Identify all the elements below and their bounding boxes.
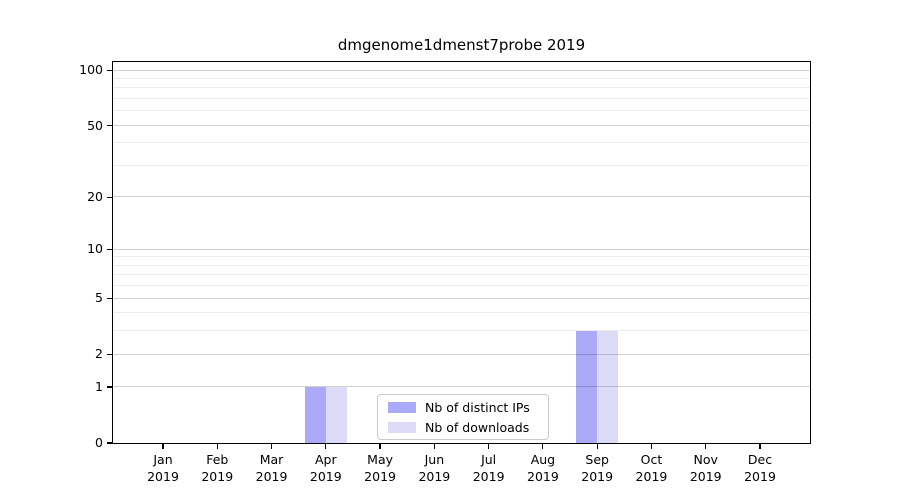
x-tick-label: Apr 2019 xyxy=(296,451,356,485)
legend-label-distinct-ips: Nb of distinct IPs xyxy=(425,399,530,415)
y-tick-mark xyxy=(107,69,113,71)
x-tick-label: Jan 2019 xyxy=(133,451,193,485)
y-tick-mark xyxy=(107,386,113,388)
x-tick-mark xyxy=(650,444,653,449)
x-tick-year: 2019 xyxy=(309,469,342,484)
x-tick-year: 2019 xyxy=(255,469,288,484)
x-tick-label: Dec 2019 xyxy=(730,451,790,485)
x-tick-month: Mar xyxy=(259,452,284,467)
x-tick-mark xyxy=(433,444,435,449)
y-tick-label: 10 xyxy=(87,241,103,257)
y-tick-mark xyxy=(107,353,113,355)
gridline-minor xyxy=(112,142,810,144)
x-tick-month: Dec xyxy=(747,452,773,467)
x-tick-label: Mar 2019 xyxy=(242,451,302,485)
x-tick-mark xyxy=(705,444,707,449)
gridline-major xyxy=(112,248,810,250)
x-tick-mark xyxy=(759,444,761,449)
y-tick-label: 20 xyxy=(87,189,103,205)
x-tick-month: May xyxy=(367,452,393,467)
gridline-minor xyxy=(112,312,810,314)
x-tick-label: Oct 2019 xyxy=(621,451,681,485)
legend-item-distinct-ips: Nb of distinct IPs xyxy=(386,400,540,415)
gridline-minor xyxy=(112,78,810,80)
x-tick-year: 2019 xyxy=(201,469,234,484)
plot-area xyxy=(111,60,811,444)
gridline-major xyxy=(112,69,810,71)
bar-downloads-apr xyxy=(325,386,347,443)
legend-label-downloads: Nb of downloads xyxy=(425,419,530,435)
x-tick-month: Jul xyxy=(481,452,497,467)
y-tick-mark xyxy=(107,124,113,127)
y-tick-label: 1 xyxy=(95,379,103,395)
y-tick-label: 100 xyxy=(79,62,103,78)
x-tick-year: 2019 xyxy=(472,469,505,484)
x-tick-month: Feb xyxy=(206,452,229,467)
legend-item-downloads: Nb of downloads xyxy=(386,420,540,435)
x-tick-month: Aug xyxy=(530,452,556,467)
gridline-minor xyxy=(112,110,810,112)
x-tick-month: Oct xyxy=(640,452,663,467)
gridline-minor xyxy=(112,285,810,287)
gridline-major xyxy=(112,124,810,126)
y-tick-mark xyxy=(107,297,113,299)
y-tick-mark xyxy=(107,196,113,198)
x-tick-year: 2019 xyxy=(635,469,668,484)
x-tick-mark xyxy=(596,444,598,449)
x-tick-label: Nov 2019 xyxy=(676,451,736,485)
gridline-major xyxy=(112,196,810,198)
x-tick-month: Jan xyxy=(153,452,173,467)
x-tick-mark xyxy=(488,444,490,449)
x-tick-mark xyxy=(270,444,273,449)
x-tick-year: 2019 xyxy=(689,469,722,484)
bar-distinct-ips-apr xyxy=(304,386,326,443)
x-tick-year: 2019 xyxy=(527,469,559,484)
gridline-minor xyxy=(112,274,810,276)
x-tick-label: Jul 2019 xyxy=(459,451,519,485)
gridline-major xyxy=(112,297,810,299)
x-tick-label: May 2019 xyxy=(350,451,410,485)
chart-title: dmgenome1dmenst7probe 2019 xyxy=(337,36,586,54)
x-tick-mark xyxy=(162,444,164,449)
x-tick-year: 2019 xyxy=(364,469,396,484)
gridline-major xyxy=(112,386,810,388)
x-tick-month: Sep xyxy=(585,452,609,467)
gridline-major xyxy=(112,353,810,355)
y-tick-label: 0 xyxy=(95,435,103,450)
gridline-minor xyxy=(112,87,810,89)
gridline-minor xyxy=(112,264,810,266)
bar-downloads-sep xyxy=(596,330,618,443)
gridline-minor xyxy=(112,165,810,167)
x-tick-label: Jun 2019 xyxy=(404,451,464,485)
legend-swatch-distinct-ips xyxy=(388,401,416,413)
x-tick-year: 2019 xyxy=(744,469,776,484)
x-tick-label: Aug 2019 xyxy=(513,451,573,485)
x-tick-year: 2019 xyxy=(147,469,179,484)
gridline-minor xyxy=(112,330,810,332)
gridline-minor xyxy=(112,98,810,100)
x-tick-label: Feb 2019 xyxy=(187,451,247,485)
x-tick-mark xyxy=(325,444,327,449)
y-tick-mark xyxy=(107,442,113,444)
y-tick-mark xyxy=(107,248,113,250)
x-tick-label: Sep 2019 xyxy=(567,451,627,485)
x-tick-month: Nov xyxy=(693,452,718,467)
gridline-minor xyxy=(112,256,810,258)
x-tick-mark xyxy=(542,444,544,449)
y-tick-label: 5 xyxy=(95,290,103,306)
y-tick-label: 2 xyxy=(95,346,103,362)
y-tick-label: 50 xyxy=(87,117,103,133)
legend: Nb of distinct IPs Nb of downloads xyxy=(377,394,549,440)
x-tick-month: Jun xyxy=(424,452,445,467)
x-tick-mark xyxy=(216,444,218,449)
x-tick-year: 2019 xyxy=(581,469,614,484)
x-tick-month: Apr xyxy=(315,452,337,467)
legend-swatch-downloads xyxy=(388,421,416,433)
x-tick-mark xyxy=(379,444,381,449)
x-tick-year: 2019 xyxy=(418,469,451,484)
bar-distinct-ips-sep xyxy=(575,330,597,443)
